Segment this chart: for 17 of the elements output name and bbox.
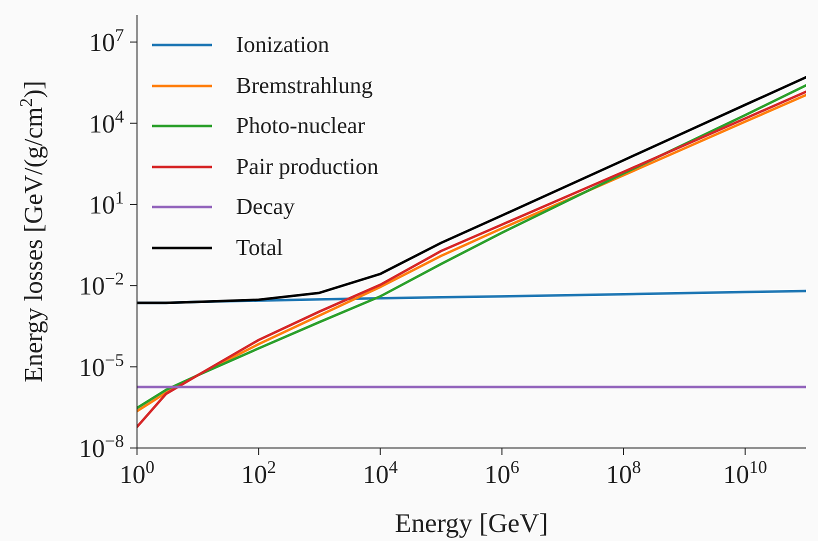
legend-label: Decay xyxy=(236,194,295,220)
x-tick-label: 10$^{4}$ xyxy=(362,457,398,489)
y-tick-label: 10$^{7}$ xyxy=(89,25,124,58)
x-tick-label: 10$^{10}$ xyxy=(723,457,768,489)
legend-label: Total xyxy=(236,234,283,261)
legend-label: Photo-nuclear xyxy=(236,113,366,140)
legend-label: Ionization xyxy=(236,32,330,58)
x-axis-title: Energy [GeV] xyxy=(394,508,548,538)
y-tick-label: 10$^{−5}$ xyxy=(78,350,124,382)
y-tick-label: 10$^{−2}$ xyxy=(78,268,124,301)
x-tick-label: 10$^{2}$ xyxy=(241,457,276,489)
legend-label: Bremstrahlung xyxy=(236,72,373,99)
x-tick-label: 10$^{8}$ xyxy=(606,457,642,489)
y-tick-label: 10$^{1}$ xyxy=(89,187,124,220)
y-tick-label: 10$^{4}$ xyxy=(89,106,124,138)
legend-label: Pair production xyxy=(236,154,378,180)
x-tick-label: 10$^{6}$ xyxy=(484,457,520,489)
